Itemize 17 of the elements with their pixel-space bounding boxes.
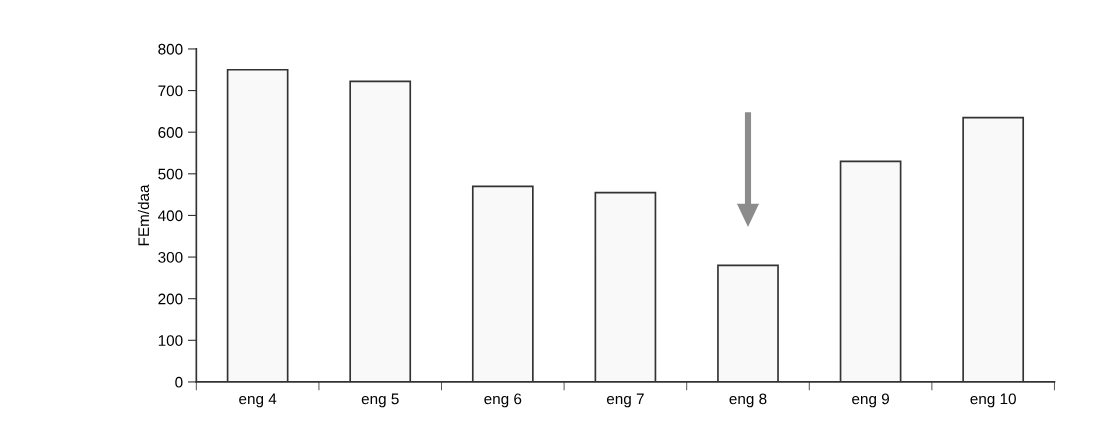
x-tick-label: eng 4 [239, 393, 277, 408]
x-tick-label: eng 5 [361, 393, 399, 408]
y-tick-label: 100 [158, 335, 183, 346]
y-tick-label: 600 [158, 127, 183, 138]
y-tick-label: 300 [158, 251, 183, 263]
y-tick-label: 400 [158, 210, 183, 222]
x-tick-label: eng 9 [852, 393, 889, 408]
x-tick-label: eng 7 [606, 393, 644, 408]
y-axis-title: FEm/daa [137, 184, 150, 246]
x-tick-label: eng 6 [484, 393, 522, 408]
y-tick-label: 200 [158, 293, 183, 305]
y-tick-label: 700 [158, 85, 183, 97]
y-tick-label: 0 [175, 376, 183, 388]
y-tick-label: 500 [158, 168, 183, 180]
x-tick-label: eng 8 [729, 393, 767, 408]
y-tick-label: 800 [158, 43, 183, 55]
x-tick-label: eng 10 [970, 393, 1016, 408]
